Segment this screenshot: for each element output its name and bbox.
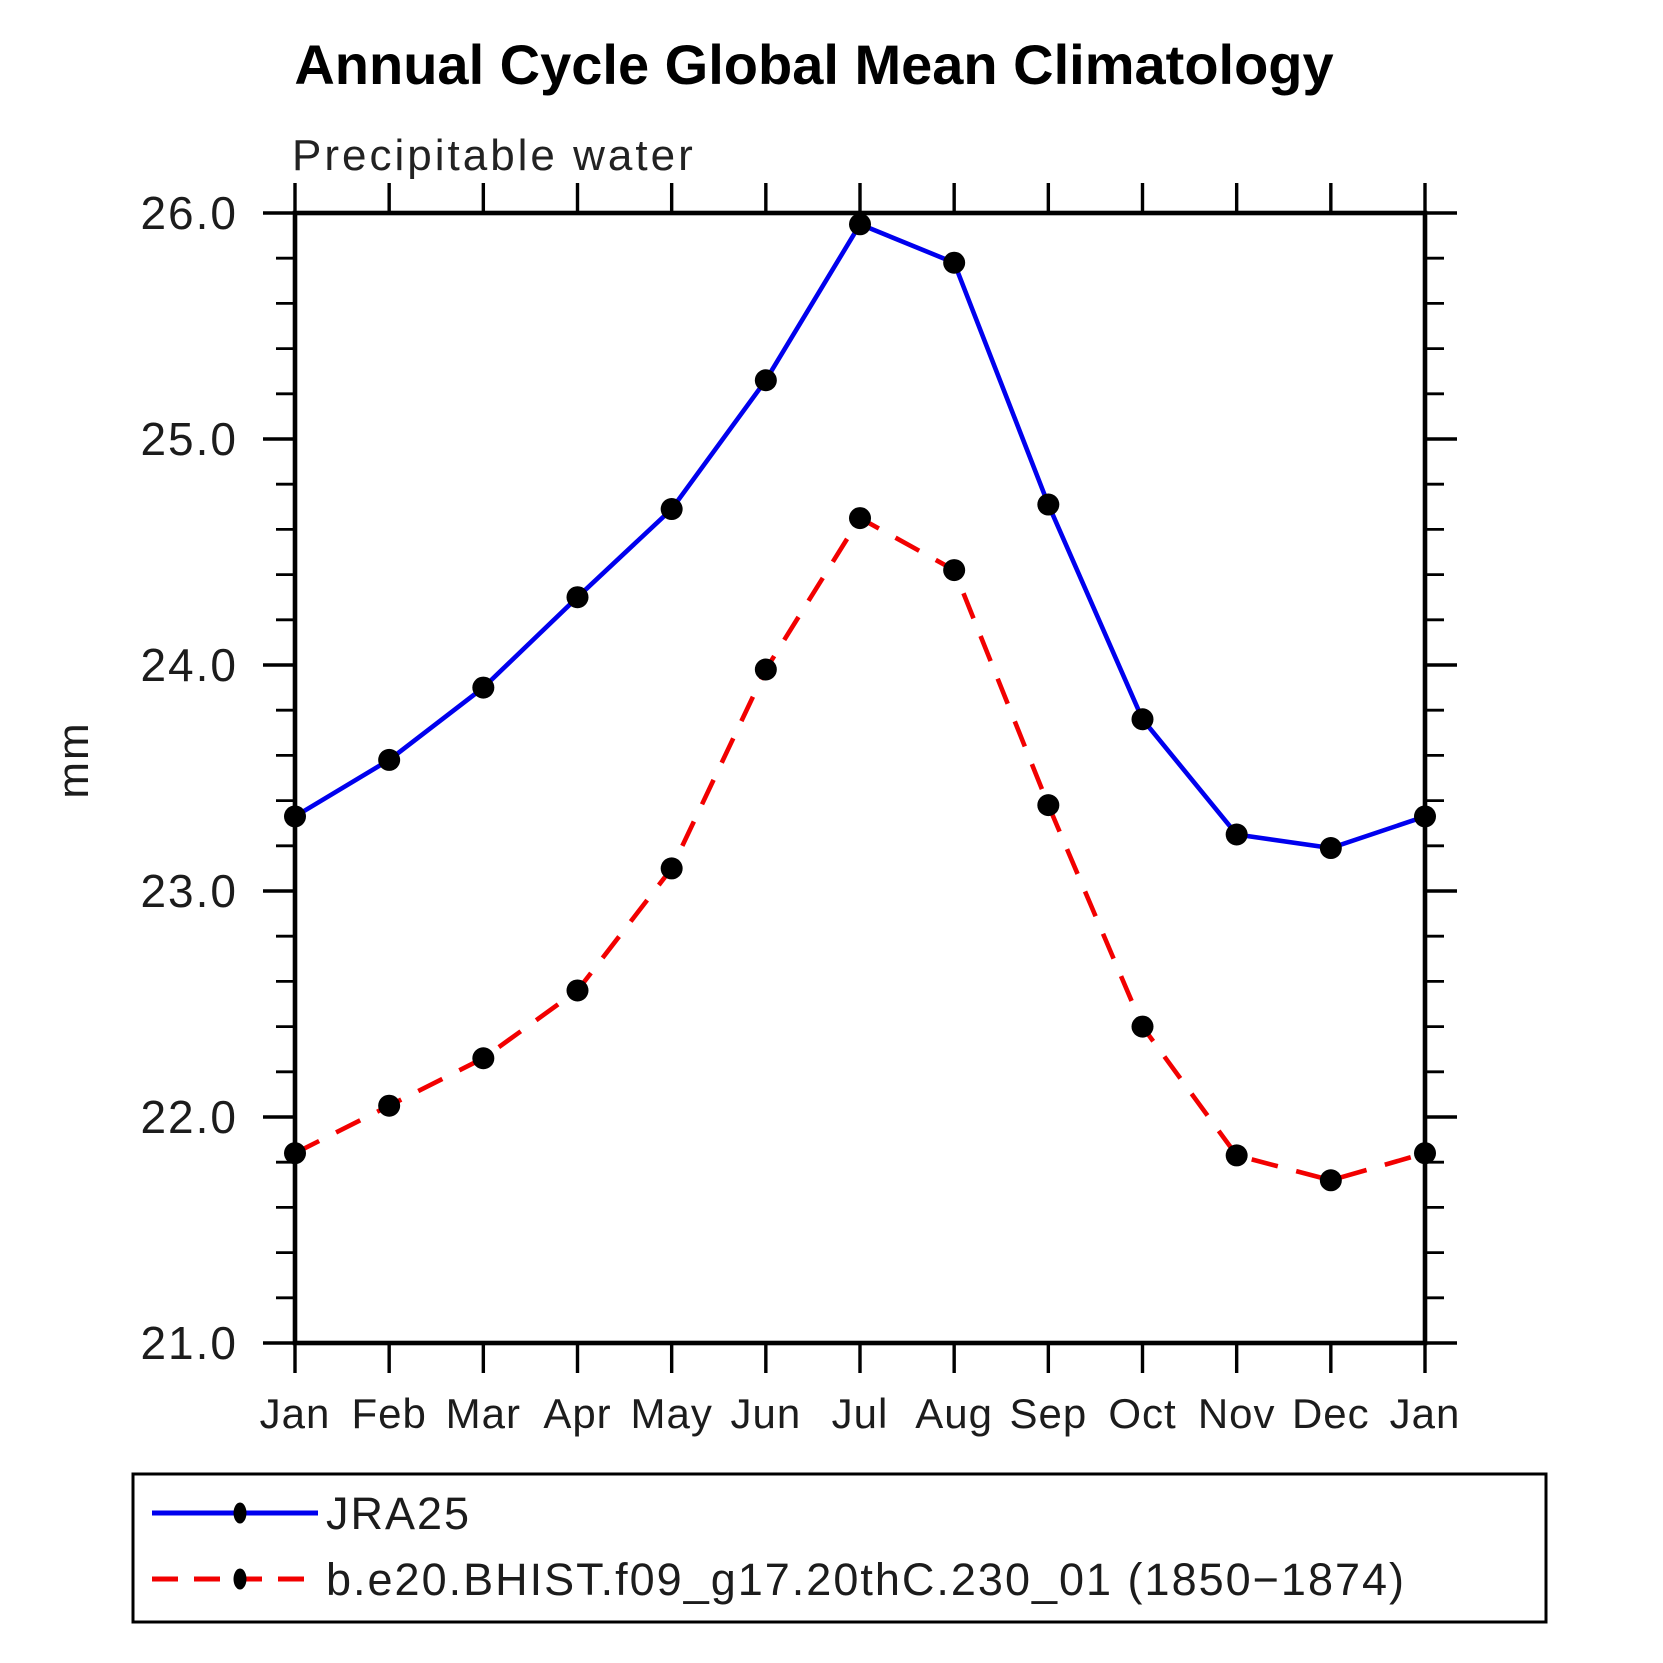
data-point-marker bbox=[943, 559, 966, 582]
axes-layer: Jan Feb Mar Apr May Jun Jul Aug Sep Oct Nov Dec Jan 2… bbox=[140, 183, 1461, 1437]
data-point-marker bbox=[1319, 1169, 1342, 1192]
chart-title: Annual Cycle Global Mean Climatology bbox=[294, 33, 1333, 96]
series-line-0 bbox=[293, 221, 1426, 851]
data-point-marker bbox=[378, 1094, 401, 1117]
x-tick-label: Jan bbox=[260, 1390, 331, 1437]
x-tick-label: Dec bbox=[1292, 1390, 1370, 1437]
data-point-marker bbox=[1037, 794, 1060, 817]
x-tick-label: May bbox=[630, 1390, 712, 1437]
data-point-marker bbox=[849, 507, 871, 530]
x-tick-label: Aug bbox=[915, 1390, 993, 1437]
legend-marker-jra25 bbox=[233, 1502, 247, 1524]
data-point-marker bbox=[660, 857, 683, 880]
x-tick-label: Feb bbox=[351, 1390, 426, 1437]
data-point-marker bbox=[1414, 1142, 1436, 1165]
data-point-marker bbox=[284, 805, 306, 828]
data-point-marker bbox=[1225, 1144, 1248, 1167]
data-point-marker bbox=[660, 498, 683, 521]
data-point-marker bbox=[472, 1047, 495, 1070]
x-tick-label: Oct bbox=[1108, 1390, 1176, 1437]
x-tick-label: Nov bbox=[1198, 1390, 1276, 1437]
x-tick-label: Apr bbox=[543, 1390, 611, 1437]
series-line-1 bbox=[293, 515, 1426, 1183]
data-point-marker bbox=[1131, 1015, 1154, 1038]
data-point-marker bbox=[378, 748, 401, 771]
x-tick-label: Sep bbox=[1009, 1390, 1087, 1437]
legend-label-jra25: JRA25 bbox=[326, 1488, 471, 1539]
y-tick-label: 23.0 bbox=[140, 865, 238, 917]
data-point-marker bbox=[849, 213, 871, 236]
x-tick-label: Mar bbox=[446, 1390, 521, 1437]
data-point-marker bbox=[566, 979, 589, 1002]
legend-label-model: b.e20.BHIST.f09_g17.20thC.230_01 (1850−1… bbox=[326, 1554, 1406, 1605]
y-tick-label: 24.0 bbox=[140, 639, 238, 691]
legend-frame bbox=[131, 1472, 1548, 1624]
legend-box: JRA25 b.e20.BHIST.f09_g17.20thC.230_01 (… bbox=[131, 1472, 1548, 1624]
y-tick-label: 26.0 bbox=[140, 187, 238, 239]
data-point-marker bbox=[472, 676, 495, 699]
y-axis-label: mm bbox=[49, 721, 98, 798]
x-tick-label: Jun bbox=[730, 1390, 801, 1437]
data-point-marker bbox=[1225, 823, 1248, 846]
y-tick-label: 21.0 bbox=[140, 1317, 238, 1369]
y-tick-label: 22.0 bbox=[140, 1091, 238, 1143]
data-point-marker bbox=[1319, 837, 1342, 860]
legend-marker-model bbox=[233, 1568, 247, 1590]
data-point-marker bbox=[943, 251, 966, 274]
x-tick-label: Jul bbox=[832, 1390, 889, 1437]
data-point-marker bbox=[1414, 805, 1436, 828]
plot-frame bbox=[292, 210, 1428, 1346]
y-tick-label: 25.0 bbox=[140, 413, 238, 465]
chart-subtitle: Precipitable water bbox=[292, 131, 696, 180]
data-point-marker bbox=[754, 369, 777, 392]
x-tick-label: Jan bbox=[1390, 1390, 1461, 1437]
data-point-marker bbox=[284, 1142, 306, 1165]
data-point-marker bbox=[1131, 708, 1154, 731]
data-point-marker bbox=[566, 586, 589, 609]
series-layer bbox=[284, 213, 1436, 1192]
data-point-marker bbox=[754, 658, 777, 681]
data-point-marker bbox=[1037, 493, 1060, 516]
